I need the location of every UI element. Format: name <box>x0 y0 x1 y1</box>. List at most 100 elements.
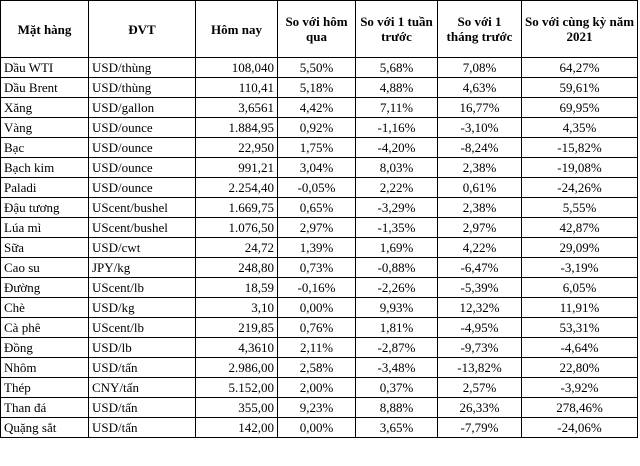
table-row: Vàng USD/ounce 1.884,95 0,92% -1,16% -3,10% 4,… <box>0 117 638 138</box>
table-row: Xăng USD/gallon 3,6561 4,42% 7,11% 16,77% 69,9… <box>0 97 638 118</box>
cell-vs-week: 8,88% <box>355 397 438 418</box>
cell-vs-month: 12,32% <box>437 297 522 318</box>
table-row: Than đá USD/tấn 355,00 9,23% 8,88% 26,33% 278,… <box>0 397 638 418</box>
cell-vs-month: 0,61% <box>437 177 522 198</box>
cell-vs-week: 2,22% <box>355 177 438 198</box>
cell-item: Chè <box>0 297 89 318</box>
cell-vs-year: -24,06% <box>521 417 638 438</box>
table-row: Đồng USD/lb 4,3610 2,11% -2,87% -9,73% -4,64% <box>0 337 638 358</box>
table-row: Dầu WTI USD/thùng 108,040 5,50% 5,68% 7,08% 64… <box>0 57 638 78</box>
cell-vs-week: 1,69% <box>355 237 438 258</box>
header-today: Hôm nay <box>195 0 278 58</box>
cell-item: Lúa mì <box>0 217 89 238</box>
table-row: Bạch kim USD/ounce 991,21 3,04% 8,03% 2,38% -1… <box>0 157 638 178</box>
cell-vs-yesterday: 0,00% <box>277 297 356 318</box>
cell-today: 355,00 <box>195 397 278 418</box>
cell-unit: USD/gallon <box>88 97 196 118</box>
cell-vs-year: 64,27% <box>521 57 638 78</box>
cell-unit: USD/tấn <box>88 357 196 378</box>
cell-vs-yesterday: 1,39% <box>277 237 356 258</box>
cell-unit: USD/thùng <box>88 57 196 78</box>
cell-vs-week: -3,48% <box>355 357 438 378</box>
header-row: Mặt hàng ĐVT Hôm nay So với hôm qua So v… <box>0 0 638 58</box>
table-body: Dầu WTI USD/thùng 108,040 5,50% 5,68% 7,08% 64… <box>0 57 638 438</box>
cell-vs-yesterday: 0,73% <box>277 257 356 278</box>
cell-vs-week: -1,35% <box>355 217 438 238</box>
cell-vs-month: 4,63% <box>437 77 522 98</box>
cell-unit: USD/tấn <box>88 397 196 418</box>
cell-unit: USD/ounce <box>88 157 196 178</box>
cell-item: Nhôm <box>0 357 89 378</box>
cell-today: 108,040 <box>195 57 278 78</box>
cell-unit: USD/ounce <box>88 117 196 138</box>
cell-vs-yesterday: 5,50% <box>277 57 356 78</box>
cell-vs-year: 11,91% <box>521 297 638 318</box>
table-row: Quặng sắt USD/tấn 142,00 0,00% 3,65% -7,79% -2… <box>0 417 638 438</box>
cell-unit: CNY/tấn <box>88 377 196 398</box>
cell-vs-week: -2,26% <box>355 277 438 298</box>
cell-vs-month: 16,77% <box>437 97 522 118</box>
cell-vs-week: -2,87% <box>355 337 438 358</box>
cell-unit: UScent/bushel <box>88 197 196 218</box>
table-row: Dầu Brent USD/thùng 110,41 5,18% 4,88% 4,63% 5… <box>0 77 638 98</box>
cell-item: Dầu WTI <box>0 57 89 78</box>
cell-item: Bạc <box>0 137 89 158</box>
cell-vs-month: -5,39% <box>437 277 522 298</box>
cell-unit: UScent/lb <box>88 317 196 338</box>
cell-item: Đậu tương <box>0 197 89 218</box>
header-item: Mặt hàng <box>0 0 89 58</box>
cell-vs-week: -1,16% <box>355 117 438 138</box>
cell-vs-yesterday: 0,00% <box>277 417 356 438</box>
cell-today: 2.254,40 <box>195 177 278 198</box>
cell-vs-yesterday: 2,00% <box>277 377 356 398</box>
cell-vs-week: 4,88% <box>355 77 438 98</box>
cell-vs-yesterday: 4,42% <box>277 97 356 118</box>
cell-vs-month: -7,79% <box>437 417 522 438</box>
cell-vs-yesterday: 1,75% <box>277 137 356 158</box>
cell-vs-yesterday: 2,58% <box>277 357 356 378</box>
cell-vs-yesterday: 9,23% <box>277 397 356 418</box>
cell-vs-week: 0,37% <box>355 377 438 398</box>
cell-vs-week: 8,03% <box>355 157 438 178</box>
cell-vs-yesterday: 0,65% <box>277 197 356 218</box>
cell-today: 22,950 <box>195 137 278 158</box>
cell-unit: USD/thùng <box>88 77 196 98</box>
table-row: Cà phê UScent/lb 219,85 0,76% 1,81% -4,95% 53,… <box>0 317 638 338</box>
cell-today: 991,21 <box>195 157 278 178</box>
table-header: Mặt hàng ĐVT Hôm nay So với hôm qua So v… <box>0 0 638 58</box>
table-row: Thép CNY/tấn 5.152,00 2,00% 0,37% 2,57% -3,92% <box>0 377 638 398</box>
cell-vs-yesterday: -0,05% <box>277 177 356 198</box>
cell-vs-year: 59,61% <box>521 77 638 98</box>
cell-vs-year: 6,05% <box>521 277 638 298</box>
cell-unit: USD/lb <box>88 337 196 358</box>
cell-vs-year: 53,31% <box>521 317 638 338</box>
cell-today: 3,10 <box>195 297 278 318</box>
cell-today: 142,00 <box>195 417 278 438</box>
cell-vs-week: 9,93% <box>355 297 438 318</box>
cell-today: 110,41 <box>195 77 278 98</box>
cell-vs-month: -8,24% <box>437 137 522 158</box>
cell-today: 1.884,95 <box>195 117 278 138</box>
cell-vs-yesterday: 0,92% <box>277 117 356 138</box>
table-row: Đường UScent/lb 18,59 -0,16% -2,26% -5,39% 6,0… <box>0 277 638 298</box>
table-row: Lúa mì UScent/bushel 1.076,50 2,97% -1,35% 2,… <box>0 217 638 238</box>
cell-vs-year: -4,64% <box>521 337 638 358</box>
cell-vs-month: -9,73% <box>437 337 522 358</box>
cell-item: Sữa <box>0 237 89 258</box>
cell-vs-week: -0,88% <box>355 257 438 278</box>
cell-vs-week: 3,65% <box>355 417 438 438</box>
cell-vs-week: -3,29% <box>355 197 438 218</box>
cell-vs-year: 4,35% <box>521 117 638 138</box>
cell-item: Cà phê <box>0 317 89 338</box>
cell-unit: USD/ounce <box>88 177 196 198</box>
cell-vs-year: 5,55% <box>521 197 638 218</box>
cell-vs-month: 4,22% <box>437 237 522 258</box>
table-row: Sữa USD/cwt 24,72 1,39% 1,69% 4,22% 29,09% <box>0 237 638 258</box>
cell-vs-month: -6,47% <box>437 257 522 278</box>
cell-today: 18,59 <box>195 277 278 298</box>
cell-unit: USD/kg <box>88 297 196 318</box>
cell-vs-month: 26,33% <box>437 397 522 418</box>
cell-vs-year: -15,82% <box>521 137 638 158</box>
cell-item: Bạch kim <box>0 157 89 178</box>
cell-item: Thép <box>0 377 89 398</box>
